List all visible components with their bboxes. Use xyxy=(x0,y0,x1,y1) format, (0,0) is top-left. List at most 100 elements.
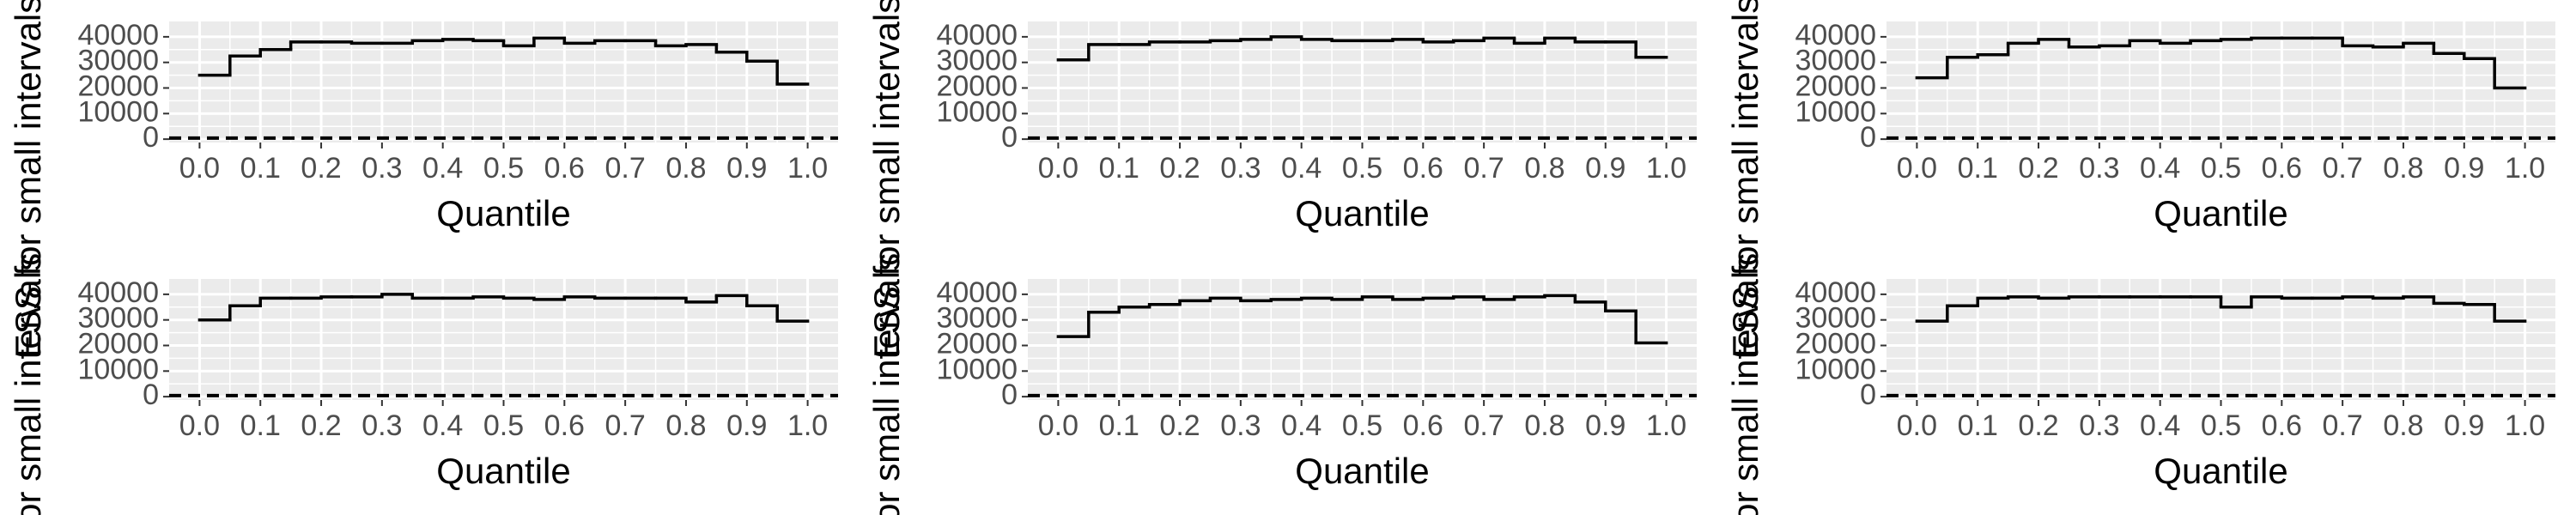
y-axis-title: ESS for small intervals xyxy=(866,253,907,515)
y-axis-title: ESS for small intervals xyxy=(1725,0,1765,358)
y-tick-label: 40000 xyxy=(1795,276,1876,309)
x-tick-label: 0.8 xyxy=(1524,409,1564,442)
x-tick-label: 0.1 xyxy=(1958,409,1998,442)
y-tick-label: 30000 xyxy=(77,302,159,335)
y-axis-title: ESS for small intervals xyxy=(1725,253,1765,515)
x-tick-label: 0.0 xyxy=(1038,152,1078,185)
x-tick-label: 0.6 xyxy=(1403,409,1443,442)
x-tick-label: 0.0 xyxy=(179,409,220,442)
y-tick-label: 0 xyxy=(143,379,159,411)
x-tick-label: 0.3 xyxy=(361,152,402,185)
x-tick-label: 0.4 xyxy=(2140,152,2180,185)
y-tick-label: 20000 xyxy=(1795,327,1876,360)
x-tick-label: 0.2 xyxy=(301,152,341,185)
x-tick-label: 0.1 xyxy=(240,409,281,442)
x-tick-label: 0.9 xyxy=(726,152,767,185)
y-tick-label: 20000 xyxy=(936,327,1018,360)
y-tick-label: 10000 xyxy=(77,95,159,128)
x-tick-label: 0.6 xyxy=(544,152,585,185)
x-tick-label: 0.3 xyxy=(361,409,402,442)
y-axis-title: ESS for small intervals xyxy=(8,0,48,358)
x-tick-label: 0.7 xyxy=(2323,409,2363,442)
x-tick-label: 0.5 xyxy=(2201,409,2241,442)
x-tick-label: 0.9 xyxy=(2444,152,2484,185)
y-tick-label: 10000 xyxy=(936,353,1018,385)
y-tick-label: 30000 xyxy=(936,302,1018,335)
x-tick-label: 0.5 xyxy=(1342,409,1382,442)
y-tick-label: 20000 xyxy=(77,70,159,102)
x-tick-label: 0.3 xyxy=(1220,152,1261,185)
x-tick-label: 0.8 xyxy=(665,152,706,185)
y-tick-label: 30000 xyxy=(1795,302,1876,335)
x-tick-label: 0.0 xyxy=(1897,152,1937,185)
x-tick-label: 1.0 xyxy=(1646,409,1686,442)
x-tick-label: 0.5 xyxy=(483,409,524,442)
y-tick-label: 30000 xyxy=(936,45,1018,77)
y-tick-label: 30000 xyxy=(77,45,159,77)
x-axis-title: Quantile xyxy=(1295,451,1429,491)
x-tick-label: 0.7 xyxy=(2323,152,2363,185)
x-tick-label: 0.8 xyxy=(1524,152,1564,185)
y-tick-label: 10000 xyxy=(77,353,159,385)
y-tick-label: 40000 xyxy=(77,276,159,309)
x-tick-label: 0.5 xyxy=(483,152,524,185)
x-tick-label: 0.6 xyxy=(2262,152,2302,185)
x-tick-label: 0.3 xyxy=(2079,409,2119,442)
x-tick-label: 0.3 xyxy=(2079,152,2119,185)
y-tick-label: 10000 xyxy=(936,95,1018,128)
x-axis-title: Quantile xyxy=(436,193,570,233)
y-axis-title: ESS for small intervals xyxy=(8,253,48,515)
y-tick-label: 0 xyxy=(1860,121,1876,154)
x-tick-label: 0.0 xyxy=(179,152,220,185)
x-tick-label: 0.2 xyxy=(301,409,341,442)
x-tick-label: 0.7 xyxy=(1464,152,1504,185)
x-tick-label: 0.6 xyxy=(1403,152,1443,185)
x-tick-label: 0.4 xyxy=(422,152,463,185)
x-tick-label: 0.5 xyxy=(1342,152,1382,185)
x-tick-label: 0.5 xyxy=(2201,152,2241,185)
x-tick-label: 0.3 xyxy=(1220,409,1261,442)
x-tick-label: 0.1 xyxy=(240,152,281,185)
x-tick-label: 0.4 xyxy=(1281,152,1321,185)
y-tick-label: 20000 xyxy=(1795,70,1876,102)
x-axis-title: Quantile xyxy=(2154,451,2287,491)
x-axis-title: Quantile xyxy=(436,451,570,491)
x-tick-label: 1.0 xyxy=(1646,152,1686,185)
x-tick-label: 0.8 xyxy=(665,409,706,442)
x-tick-label: 0.9 xyxy=(1585,152,1625,185)
y-tick-label: 40000 xyxy=(1795,19,1876,52)
x-tick-label: 0.0 xyxy=(1038,409,1078,442)
x-tick-label: 0.2 xyxy=(1159,409,1200,442)
x-tick-label: 0.4 xyxy=(422,409,463,442)
y-tick-label: 40000 xyxy=(936,19,1018,52)
x-tick-label: 0.2 xyxy=(1159,152,1200,185)
y-tick-label: 0 xyxy=(1001,121,1018,154)
y-tick-label: 20000 xyxy=(77,327,159,360)
x-tick-label: 1.0 xyxy=(787,152,828,185)
y-tick-label: 20000 xyxy=(936,70,1018,102)
x-tick-label: 1.0 xyxy=(2505,409,2545,442)
x-tick-label: 1.0 xyxy=(787,409,828,442)
y-tick-label: 0 xyxy=(143,121,159,154)
x-tick-label: 0.2 xyxy=(2018,409,2058,442)
x-tick-label: 0.7 xyxy=(1464,409,1504,442)
y-tick-label: 40000 xyxy=(77,19,159,52)
y-axis-title: ESS for small intervals xyxy=(866,0,907,358)
x-tick-label: 0.6 xyxy=(544,409,585,442)
x-tick-label: 0.1 xyxy=(1958,152,1998,185)
x-tick-label: 0.9 xyxy=(2444,409,2484,442)
x-tick-label: 0.1 xyxy=(1099,409,1139,442)
y-tick-label: 10000 xyxy=(1795,95,1876,128)
x-tick-label: 0.9 xyxy=(726,409,767,442)
y-tick-label: 40000 xyxy=(936,276,1018,309)
x-tick-label: 0.8 xyxy=(2383,409,2423,442)
x-tick-label: 0.9 xyxy=(1585,409,1625,442)
